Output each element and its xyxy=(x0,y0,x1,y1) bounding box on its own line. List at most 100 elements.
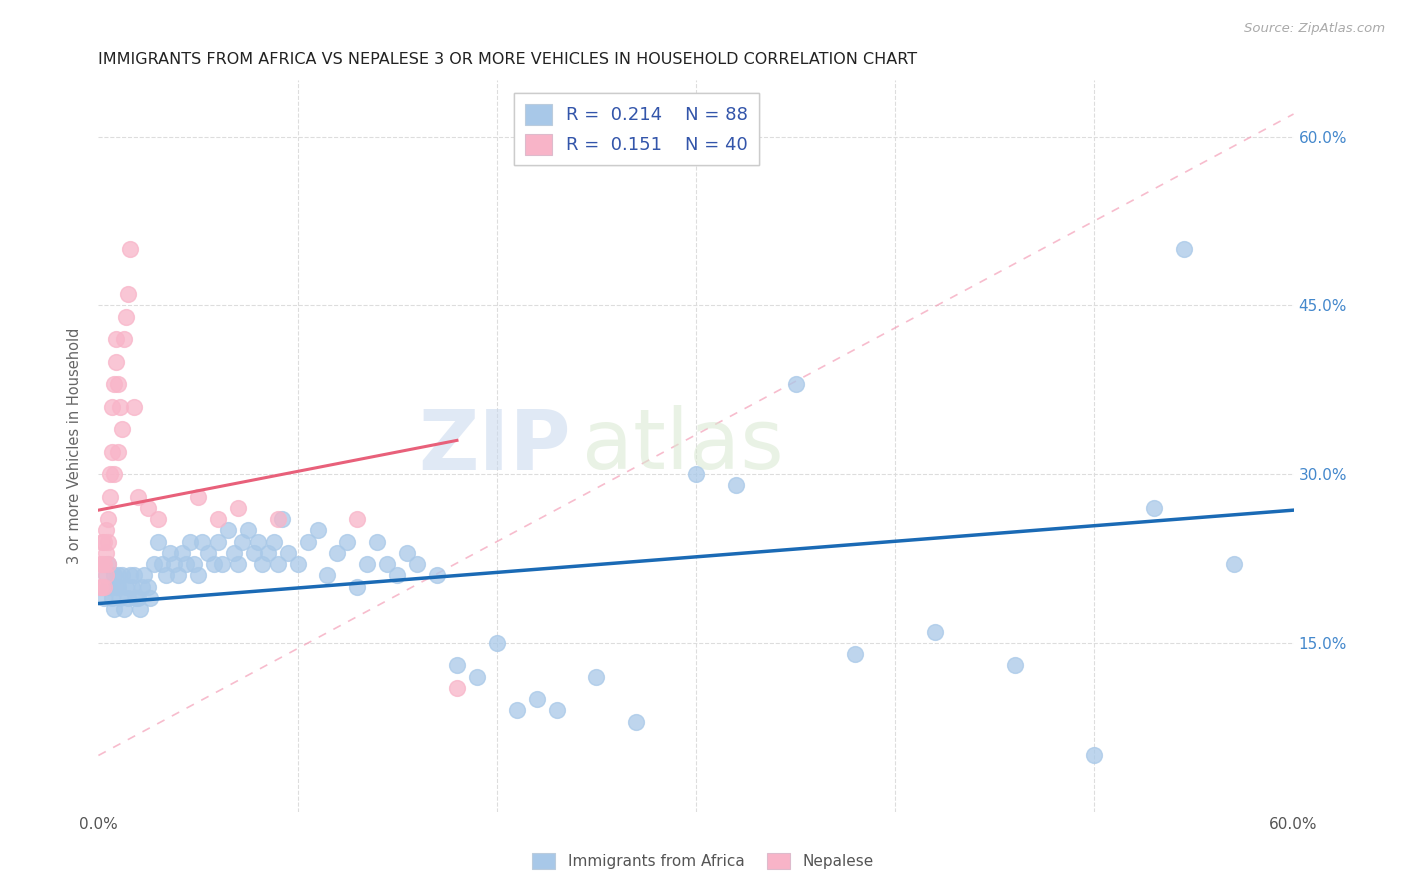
Point xyxy=(1173,242,1195,256)
Point xyxy=(97,534,120,549)
Legend: Immigrants from Africa, Nepalese: Immigrants from Africa, Nepalese xyxy=(526,847,880,875)
Point xyxy=(287,557,309,571)
Point xyxy=(148,534,170,549)
Point xyxy=(924,624,946,639)
Point xyxy=(1083,748,1105,763)
Point xyxy=(326,546,349,560)
Text: ZIP: ZIP xyxy=(418,406,571,486)
Point xyxy=(111,422,134,436)
Point xyxy=(546,703,568,717)
Text: Source: ZipAtlas.com: Source: ZipAtlas.com xyxy=(1244,22,1385,36)
Point xyxy=(375,557,398,571)
Point xyxy=(120,568,142,582)
Point xyxy=(183,557,205,571)
Point xyxy=(101,400,124,414)
Point xyxy=(110,591,132,605)
Point xyxy=(250,557,273,571)
Point xyxy=(117,287,139,301)
Point xyxy=(96,568,118,582)
Point xyxy=(297,534,319,549)
Point xyxy=(385,568,409,582)
Point xyxy=(129,602,152,616)
Point xyxy=(1143,500,1166,515)
Point xyxy=(202,557,225,571)
Point xyxy=(107,444,129,458)
Point xyxy=(226,500,249,515)
Point xyxy=(105,354,128,368)
Point xyxy=(446,658,468,673)
Point xyxy=(231,534,253,549)
Point xyxy=(127,490,149,504)
Point xyxy=(465,670,488,684)
Text: atlas: atlas xyxy=(582,406,785,486)
Point xyxy=(263,534,285,549)
Point xyxy=(585,670,607,684)
Point xyxy=(197,546,219,560)
Point xyxy=(724,478,747,492)
Point xyxy=(103,568,125,582)
Point xyxy=(127,591,149,605)
Point xyxy=(785,377,807,392)
Point xyxy=(191,534,214,549)
Point xyxy=(277,546,299,560)
Point xyxy=(105,580,128,594)
Point xyxy=(685,467,707,482)
Point xyxy=(98,580,122,594)
Point xyxy=(136,500,159,515)
Point xyxy=(267,512,290,526)
Point xyxy=(107,580,129,594)
Point xyxy=(406,557,429,571)
Point xyxy=(246,534,269,549)
Point xyxy=(136,580,159,594)
Point xyxy=(91,580,114,594)
Point xyxy=(222,546,245,560)
Point xyxy=(131,580,153,594)
Point xyxy=(256,546,278,560)
Point xyxy=(96,546,118,560)
Point xyxy=(93,557,115,571)
Point xyxy=(103,602,125,616)
Legend: R =  0.214    N = 88, R =  0.151    N = 40: R = 0.214 N = 88, R = 0.151 N = 40 xyxy=(513,93,759,165)
Point xyxy=(101,444,124,458)
Point xyxy=(148,512,170,526)
Point xyxy=(97,557,120,571)
Point xyxy=(163,557,186,571)
Point xyxy=(120,242,142,256)
Point xyxy=(172,546,194,560)
Point xyxy=(98,490,122,504)
Point xyxy=(97,557,120,571)
Point xyxy=(316,568,339,582)
Point xyxy=(111,568,134,582)
Point xyxy=(96,524,118,538)
Point xyxy=(96,568,118,582)
Point xyxy=(270,512,292,526)
Point xyxy=(366,534,388,549)
Point xyxy=(243,546,266,560)
Point xyxy=(125,591,148,605)
Point xyxy=(91,557,114,571)
Point xyxy=(526,692,548,706)
Point xyxy=(107,377,129,392)
Point xyxy=(336,534,359,549)
Point xyxy=(207,512,229,526)
Point xyxy=(134,568,156,582)
Point xyxy=(1223,557,1246,571)
Point xyxy=(426,568,449,582)
Point xyxy=(187,568,209,582)
Point xyxy=(844,647,866,661)
Point xyxy=(179,534,201,549)
Point xyxy=(174,557,197,571)
Point xyxy=(112,602,135,616)
Point xyxy=(107,568,129,582)
Point xyxy=(187,490,209,504)
Point xyxy=(236,524,259,538)
Point xyxy=(307,524,329,538)
Point xyxy=(159,546,181,560)
Point xyxy=(396,546,419,560)
Point xyxy=(121,580,143,594)
Point xyxy=(1004,658,1026,673)
Point xyxy=(93,534,115,549)
Point xyxy=(226,557,249,571)
Point xyxy=(346,512,368,526)
Point xyxy=(267,557,290,571)
